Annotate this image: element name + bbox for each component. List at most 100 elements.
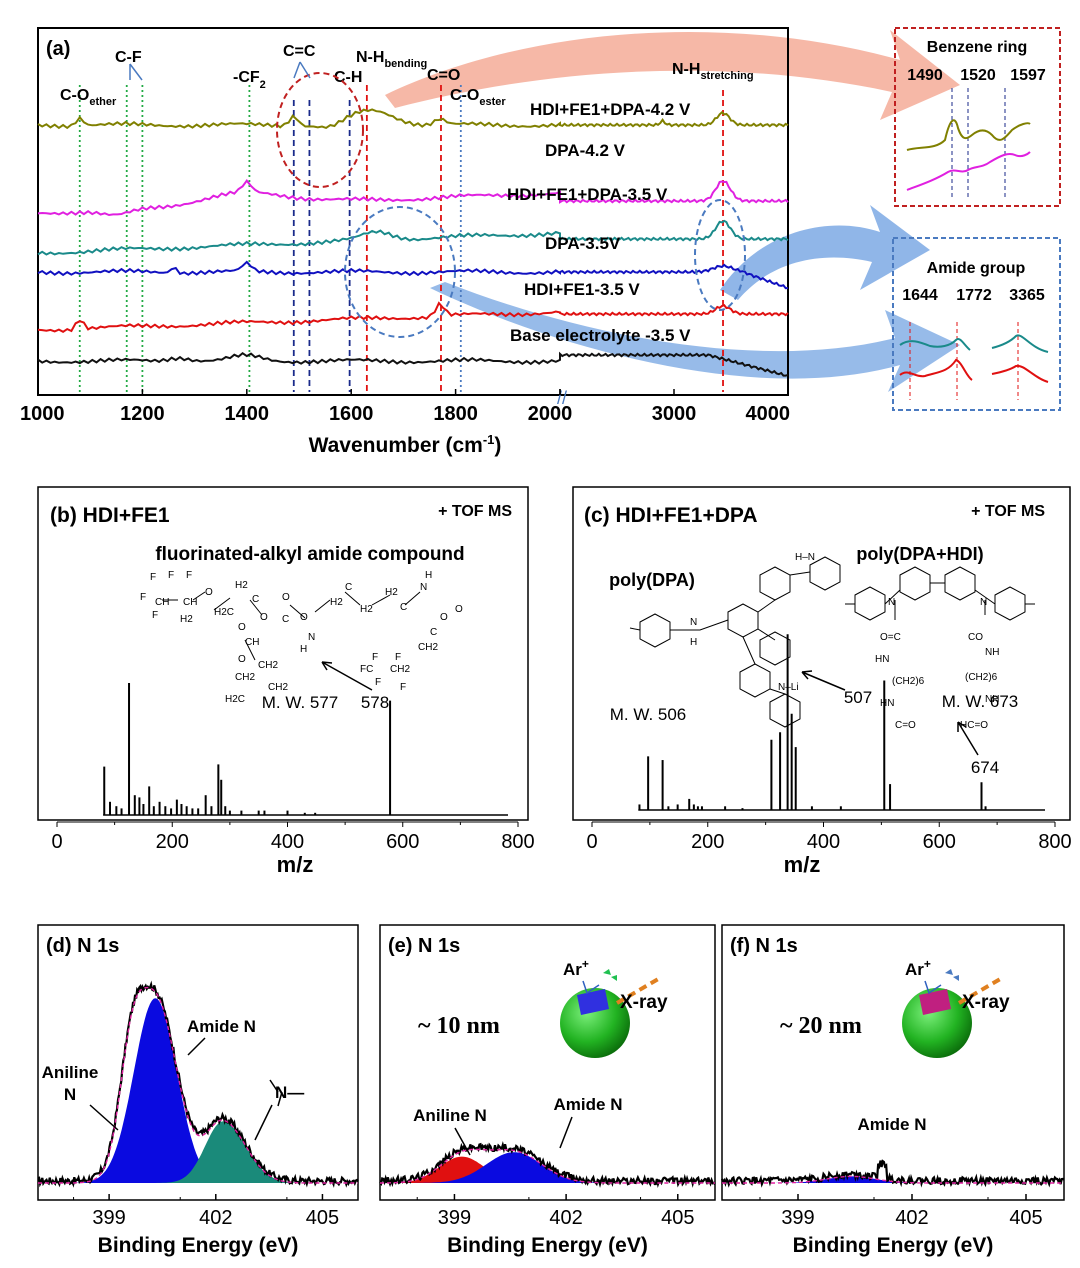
inset-benzene-peak-2: 1520 — [960, 67, 996, 84]
svg-text:O: O — [440, 612, 448, 623]
band-label: C-H — [334, 69, 362, 86]
x-axis-title-b: m/z — [277, 852, 314, 877]
xps-x-tick-label: 399 — [438, 1207, 471, 1229]
svg-text:CH: CH — [155, 597, 169, 608]
xray-beam-icon — [615, 976, 662, 1005]
xps-frame — [379, 924, 716, 1201]
band-label: -CF2 — [233, 69, 266, 91]
panel-c-peak-label-2: 674 — [971, 758, 999, 777]
ion-beam-icon — [924, 980, 942, 995]
svg-text:H2: H2 — [360, 604, 373, 615]
svg-text:H2: H2 — [385, 587, 398, 598]
svg-text:CH2: CH2 — [235, 672, 255, 683]
xps-frame — [721, 924, 1065, 1201]
svg-text:C: C — [252, 594, 259, 605]
inset-amide-peak-2: 1772 — [956, 287, 992, 304]
xps-label-amide: Amide N — [187, 1017, 256, 1036]
etched-region-icon — [577, 989, 609, 1015]
xps-x-axis-title: Binding Energy (eV) — [447, 1234, 648, 1257]
xps-x-tick-label: 402 — [199, 1207, 232, 1229]
ms-x-tick-label: 200 — [156, 831, 189, 853]
svg-text:(CH2)6: (CH2)6 — [892, 676, 925, 687]
xps-label-aniline: Aniline N — [413, 1106, 487, 1125]
xray-beam-icon — [957, 976, 1004, 1005]
series-labels: HDI+FE1+DPA-4.2 V DPA-4.2 V HDI+FE1+DPA-3.… — [507, 100, 691, 345]
xps-pointer-arrows — [89, 1037, 283, 1141]
panel-b: (b) HDI+FE1 + TOF MS fluorinated-alkyl a… — [37, 486, 535, 877]
panel-b-frame — [37, 486, 529, 821]
ms-x-tick-label: 400 — [271, 831, 304, 853]
xps-x-tick-label: 405 — [661, 1207, 694, 1229]
panel-b-mode: + TOF MS — [438, 503, 512, 520]
xps-x-axis-title: Binding Energy (eV) — [98, 1234, 299, 1257]
svg-text:H2: H2 — [235, 580, 248, 591]
panel-a-label: (a) — [46, 38, 70, 60]
xps-label-aniline: Aniline — [42, 1063, 99, 1082]
svg-text:H2C: H2C — [225, 694, 245, 705]
xps-label-amide: Amide N — [858, 1115, 927, 1134]
inset-amide-teal-curve-2 — [991, 334, 1049, 353]
svg-text:H: H — [690, 637, 697, 648]
svg-text:CH2: CH2 — [390, 664, 410, 675]
panel-b-annotation: fluorinated-alkyl amide compound — [155, 544, 464, 565]
ion-label: Ar+ — [563, 957, 589, 979]
inset-benzene-title: Benzene ring — [927, 39, 1027, 56]
x-axis-ticks: 1000 1200 1400 1600 1800 2000 3000 4000 — [20, 389, 790, 425]
series-label: Base electrolyte -3.5 V — [510, 326, 691, 345]
svg-text:NH: NH — [985, 647, 999, 658]
svg-text:C: C — [282, 614, 289, 625]
svg-text:HN: HN — [875, 654, 889, 665]
ion-beam-icon — [582, 980, 600, 995]
svg-text:CH2: CH2 — [258, 660, 278, 671]
xps-x-tick-label: 399 — [781, 1207, 814, 1229]
svg-text:N: N — [980, 597, 987, 608]
svg-text:NH: NH — [985, 694, 999, 705]
x-axis-title-a: Wavenumber (cm-1) — [309, 432, 502, 457]
svg-text:O: O — [260, 612, 268, 623]
svg-text:N: N — [690, 617, 697, 628]
xps-title: (d) N 1s — [46, 935, 119, 957]
svg-text:C: C — [430, 627, 437, 638]
svg-text:O=C: O=C — [880, 632, 901, 643]
ms-x-tick-label: 800 — [501, 831, 534, 853]
xray-label: X-ray — [620, 992, 668, 1013]
ms-peaks-b — [103, 683, 508, 816]
inset-amide-teal-curve-1 — [899, 338, 971, 351]
highlight-ellipse-amide-stretching — [694, 199, 746, 311]
spectrum-line — [37, 219, 789, 256]
xps-depth-label: ~ 10 nm — [418, 1013, 500, 1039]
sample-sphere-icon — [902, 988, 972, 1058]
panel-c-pointer-arrow-2 — [957, 721, 979, 756]
svg-text:HN: HN — [880, 698, 894, 709]
panel-c-mode: + TOF MS — [971, 503, 1045, 520]
series-label: DPA-3.5V — [545, 234, 621, 253]
svg-text:C=O: C=O — [895, 720, 916, 731]
svg-text:F: F — [400, 682, 406, 693]
inset-amide-peak-3: 3365 — [1009, 287, 1045, 304]
xps-title: (f) N 1s — [730, 935, 798, 957]
svg-text:CH2: CH2 — [268, 682, 288, 693]
svg-text:C: C — [345, 582, 352, 593]
cf-arrow-icon — [129, 63, 143, 81]
xps-label-aniline-n: N — [64, 1085, 76, 1104]
panel-c-label-poly-dpa-hdi: poly(DPA+HDI) — [856, 544, 983, 564]
x-tick-label-a: 1400 — [225, 403, 270, 425]
x-tick-label-a: 1800 — [433, 403, 478, 425]
arrow-to-benzene-inset — [385, 30, 960, 120]
arrow-to-amide-inset-lower — [430, 282, 960, 392]
x-axis-title-c: m/z — [784, 852, 821, 877]
inset-amide-red-curve-2 — [991, 364, 1049, 383]
sample-sphere-icon — [560, 988, 630, 1058]
svg-text:(CH2)6: (CH2)6 — [965, 672, 998, 683]
band-label: C-Oester — [450, 87, 506, 108]
xps-x-tick-label: 399 — [92, 1207, 125, 1229]
svg-text:F: F — [140, 592, 146, 603]
svg-text:F: F — [372, 652, 378, 663]
spectrum-line — [37, 351, 789, 377]
etched-region-icon — [919, 989, 951, 1015]
svg-text:O: O — [205, 587, 213, 598]
svg-text:F: F — [186, 570, 192, 581]
sputtered-fragment-icon — [945, 969, 959, 981]
x-axis-ticks-b: 0 200 400 600 800 — [51, 821, 535, 853]
xps-fit-envelope — [38, 986, 358, 1184]
